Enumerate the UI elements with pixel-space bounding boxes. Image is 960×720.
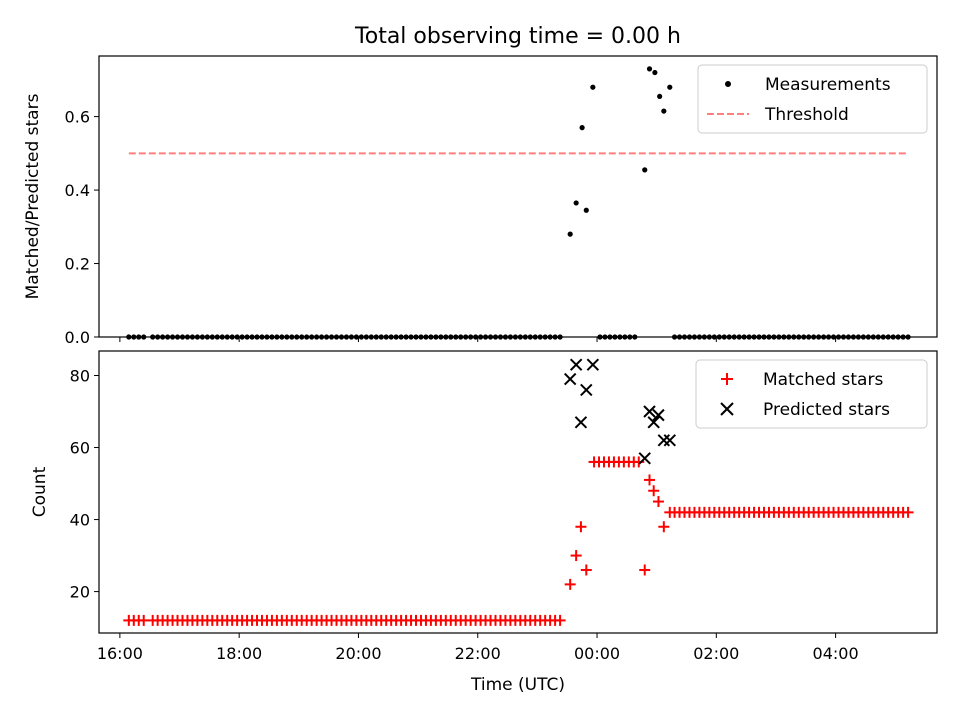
matched-star-point [554,614,566,626]
predicted-star-point [643,405,656,418]
legend-threshold-label: Threshold [764,105,849,125]
legend-measurements-label: Measurements [765,75,891,95]
matched-star-point [564,578,576,590]
predicted-star-point [647,416,660,429]
legend-matched-label: Matched stars [763,370,883,390]
ratio-panel-legend: Measurements Threshold [697,64,928,134]
count-panel-y-label: Count [30,466,50,517]
count-panel-legend: Matched stars Predicted stars [695,359,928,429]
matched-star-point [664,506,676,518]
ratio-panel: 0.0 0.2 0.4 0.6 Matched/Predicted stars Mea… [23,55,938,347]
y-tick-label: 80 [70,366,90,385]
count-panel-frame [98,350,938,634]
predicted-star-point [586,358,600,371]
y-tick-label: 20 [70,583,90,602]
count-panel: 20 40 60 80 16:00 18:00 20:00 22:00 00:00 02:00 0… [30,350,938,695]
y-tick-label: 0.0 [65,328,90,347]
chart-title: Total observing time = 0.00 h [354,24,681,49]
y-tick-label: 40 [70,511,90,530]
y-tick-label: 0.4 [65,181,90,200]
ratio-panel-y-ticks: 0.0 0.2 0.4 0.6 [65,108,99,347]
predicted-star-point [563,372,577,386]
x-tick-label: 20:00 [335,644,381,663]
matched-star-point [658,521,670,533]
matched-star-point [639,564,651,576]
x-tick-label: 00:00 [574,644,620,663]
predicted-star-point [580,383,593,397]
matched-star-point [580,564,592,576]
measurement-point [573,200,579,206]
matched-star-point [648,485,660,497]
matched-star-point [652,496,664,508]
measurement-point [661,108,667,114]
count-legend-box [695,359,928,429]
y-tick-label: 0.2 [65,255,90,274]
matched-star-point [570,550,582,562]
y-tick-label: 0.6 [65,108,90,127]
predicted-star-point [663,434,677,447]
predicted-star-point [569,358,583,371]
measurement-point [642,167,648,173]
x-tick-label: 18:00 [216,644,262,663]
x-tick-label: 16:00 [97,644,143,663]
x-tick-label: 02:00 [693,644,739,663]
measurement-point [579,125,585,131]
matched-star-points [123,456,914,626]
x-tick-label: 22:00 [455,644,501,663]
count-panel-x-ticks: 16:00 18:00 20:00 22:00 00:00 02:00 04:00 [97,633,859,663]
ratio-legend-box [697,64,928,134]
ratio-panel-y-label: Matched/Predicted stars [23,93,43,299]
x-axis-label: Time (UTC) [470,675,565,695]
predicted-star-point [574,416,588,429]
predicted-star-points [563,358,677,465]
legend-predicted-marker [720,402,734,416]
measurement-point [583,207,589,213]
matched-star-point [644,474,656,486]
legend-predicted-label: Predicted stars [763,400,890,420]
matched-star-point [575,521,587,533]
measurement-point [667,84,673,90]
ratio-panel-frame [98,55,938,338]
measurement-point [567,231,573,237]
measurement-point [590,84,596,90]
x-tick-label: 04:00 [813,644,859,663]
predicted-star-point [638,452,651,465]
legend-matched-marker [721,373,733,385]
count-panel-y-ticks: 20 40 60 80 [70,366,99,602]
measurement-point [652,69,658,76]
measurement-point [646,66,653,72]
y-tick-label: 60 [70,439,90,458]
matched-star-point [902,506,914,518]
legend-measurements-marker [725,81,731,87]
predicted-star-point [652,408,665,422]
measurement-point [657,93,663,100]
